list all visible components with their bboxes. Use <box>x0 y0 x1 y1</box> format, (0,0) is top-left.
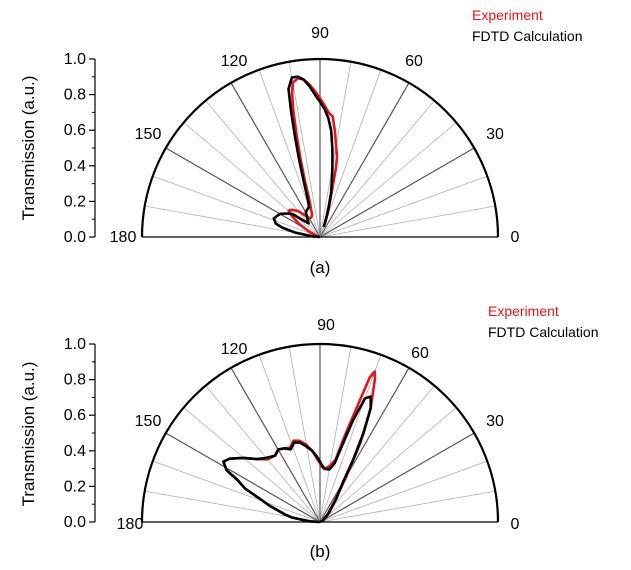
angle-label-90-b: 90 <box>317 317 335 334</box>
spoke-100 <box>288 61 321 238</box>
r-tick-label: 0.6 <box>64 407 86 424</box>
angle-label-0-a: 0 <box>511 229 520 246</box>
spoke-10 <box>319 490 496 523</box>
spoke-20 <box>319 175 488 238</box>
spoke-160 <box>152 175 321 238</box>
angle-label-180-a: 180 <box>110 229 137 246</box>
r-tick-label: 1.0 <box>64 51 86 68</box>
spoke-60 <box>319 82 410 238</box>
spoke-140 <box>183 407 321 523</box>
angle-label-60-b: 60 <box>411 345 429 362</box>
r-tick-label: 0.4 <box>64 443 86 460</box>
spoke-50 <box>319 100 435 238</box>
panel-b: 0.0 0.2 0.4 0.6 0.8 1.0 Transmission (a.u.) 1… <box>19 303 598 561</box>
spoke-120 <box>230 367 321 523</box>
polar-grid-a <box>140 57 500 238</box>
r-tick-label: 0.6 <box>64 122 86 139</box>
outer-arc <box>140 57 500 238</box>
angle-label-180-b: 180 <box>117 516 144 533</box>
angle-label-150-b: 150 <box>135 413 162 430</box>
angle-label-30-a: 30 <box>486 126 504 143</box>
spoke-160 <box>152 460 321 523</box>
radial-axis-b: 0.0 0.2 0.4 0.6 0.8 1.0 <box>64 336 96 531</box>
polar-grid-b <box>140 342 500 523</box>
angle-label-0-b: 0 <box>511 516 520 533</box>
spoke-30 <box>319 147 475 238</box>
spoke-50 <box>319 385 435 523</box>
panel-label-a: (a) <box>310 258 331 277</box>
spoke-80 <box>319 346 352 523</box>
r-tick-label: 0.4 <box>64 158 86 175</box>
legend-experiment-b: Experiment <box>488 303 559 319</box>
outer-arc <box>140 342 500 523</box>
r-tick-label: 0.8 <box>64 372 86 389</box>
ylabel-a: Transmission (a.u.) <box>19 76 38 221</box>
spoke-20 <box>319 460 488 523</box>
spoke-110 <box>258 354 321 523</box>
r-tick-label: 0.2 <box>64 478 86 495</box>
spoke-40 <box>319 407 457 523</box>
series-fdtd-calculation <box>272 75 334 239</box>
radial-axis-a: 0.0 0.2 0.4 0.6 0.8 1.0 <box>64 51 96 246</box>
legend-experiment-a: Experiment <box>472 7 543 23</box>
series-experiment <box>287 77 339 239</box>
r-tick-label: 0.8 <box>64 87 86 104</box>
panel-a: 0.0 0.2 0.4 0.6 0.8 1.0 Transmission (a.u.) 1… <box>19 7 582 277</box>
spoke-60 <box>319 367 410 523</box>
curves-a <box>272 75 339 239</box>
spoke-70 <box>319 354 382 523</box>
spoke-40 <box>319 122 457 238</box>
angle-label-120-b: 120 <box>221 341 248 358</box>
angle-label-120-a: 120 <box>221 53 248 70</box>
r-tick-label: 0.0 <box>64 229 86 246</box>
spoke-100 <box>288 346 321 523</box>
angle-label-90-a: 90 <box>311 25 329 42</box>
spoke-70 <box>319 69 382 238</box>
spoke-150 <box>165 432 321 523</box>
angle-label-60-a: 60 <box>405 53 423 70</box>
series-fdtd-calculation <box>222 395 372 524</box>
r-tick-label: 0.2 <box>64 193 86 210</box>
legend-fdtd-a: FDTD Calculation <box>472 28 582 44</box>
spoke-150 <box>165 147 321 238</box>
r-tick-label: 0.0 <box>64 514 86 531</box>
spoke-10 <box>319 205 496 238</box>
spoke-30 <box>319 432 475 523</box>
spoke-130 <box>205 385 321 523</box>
r-tick-label: 1.0 <box>64 336 86 353</box>
panel-label-b: (b) <box>310 542 331 561</box>
legend-fdtd-b: FDTD Calculation <box>488 324 598 340</box>
ylabel-b: Transmission (a.u.) <box>19 362 38 507</box>
angle-label-30-b: 30 <box>486 413 504 430</box>
curves-b <box>222 370 377 524</box>
angle-label-150-a: 150 <box>135 126 162 143</box>
